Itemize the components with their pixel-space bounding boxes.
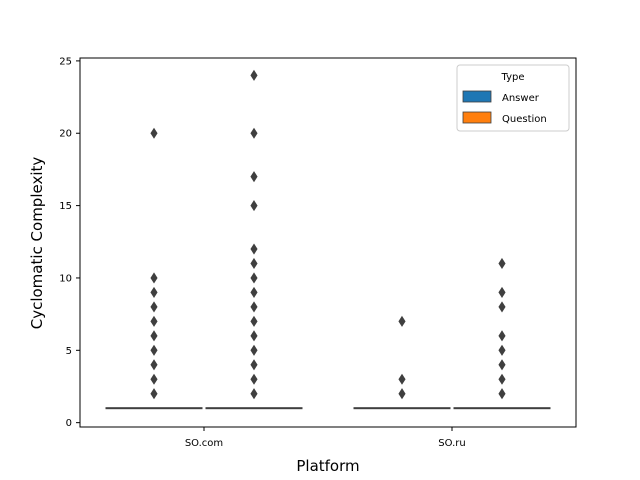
- legend-items: Answer Question: [462, 90, 547, 125]
- outlier-point: [150, 272, 158, 284]
- outlier-point: [398, 373, 406, 385]
- legend-swatch: [462, 111, 492, 124]
- legend-title: Type: [501, 72, 525, 83]
- outlier-point: [150, 315, 158, 327]
- outlier-point: [498, 373, 506, 385]
- legend-label: Answer: [502, 93, 540, 104]
- outlier-point: [498, 359, 506, 371]
- outlier-point: [498, 301, 506, 313]
- box-group: [453, 257, 551, 410]
- legend: Type Answer Question: [456, 64, 570, 132]
- x-tick-label: SO.ru: [438, 438, 465, 449]
- legend-item: Answer: [462, 90, 540, 104]
- outlier-point: [250, 388, 258, 400]
- outlier-point: [250, 243, 258, 255]
- outlier-point: [498, 344, 506, 356]
- outlier-point: [150, 330, 158, 342]
- outlier-point: [250, 69, 258, 81]
- outlier-point: [250, 330, 258, 342]
- y-tick-label: 0: [66, 418, 72, 429]
- y-tick-label: 10: [59, 273, 72, 284]
- plot-marks: [105, 69, 551, 410]
- y-tick-label: 15: [59, 201, 72, 212]
- outlier-point: [250, 301, 258, 313]
- outlier-point: [498, 388, 506, 400]
- outlier-point: [250, 344, 258, 356]
- y-tick-label: 20: [59, 129, 72, 140]
- legend-item: Question: [462, 111, 547, 125]
- y-tick-label: 5: [66, 346, 72, 357]
- outlier-point: [250, 286, 258, 298]
- outlier-point: [150, 301, 158, 313]
- outlier-point: [250, 373, 258, 385]
- outlier-point: [250, 257, 258, 270]
- legend-label: Question: [502, 114, 547, 125]
- y-tick-label: 25: [59, 56, 72, 67]
- outlier-point: [150, 344, 158, 356]
- box-group: [353, 315, 451, 410]
- outlier-point: [250, 127, 258, 139]
- y-axis: 0 5 10 15 20 25: [59, 56, 80, 429]
- box-group: [105, 127, 203, 410]
- x-tick-label: SO.com: [185, 438, 223, 449]
- plot-area-frame: [79, 57, 577, 428]
- outlier-point: [498, 286, 506, 298]
- outlier-point: [150, 127, 158, 139]
- outlier-point: [250, 171, 258, 183]
- outlier-point: [250, 359, 258, 371]
- outlier-point: [150, 373, 158, 385]
- x-axis: SO.com SO.ru: [185, 427, 466, 449]
- box-group: [205, 69, 303, 410]
- outlier-point: [398, 315, 406, 327]
- outlier-point: [498, 257, 506, 270]
- y-axis-label: Cyclomatic Complexity: [28, 157, 46, 330]
- outlier-point: [150, 286, 158, 298]
- x-axis-label: Platform: [296, 457, 359, 475]
- outlier-point: [250, 272, 258, 284]
- outlier-point: [250, 200, 258, 212]
- outlier-point: [150, 388, 158, 400]
- outlier-point: [250, 315, 258, 327]
- outlier-point: [150, 359, 158, 371]
- outlier-point: [398, 388, 406, 400]
- outlier-point: [498, 330, 506, 342]
- legend-swatch: [462, 90, 492, 103]
